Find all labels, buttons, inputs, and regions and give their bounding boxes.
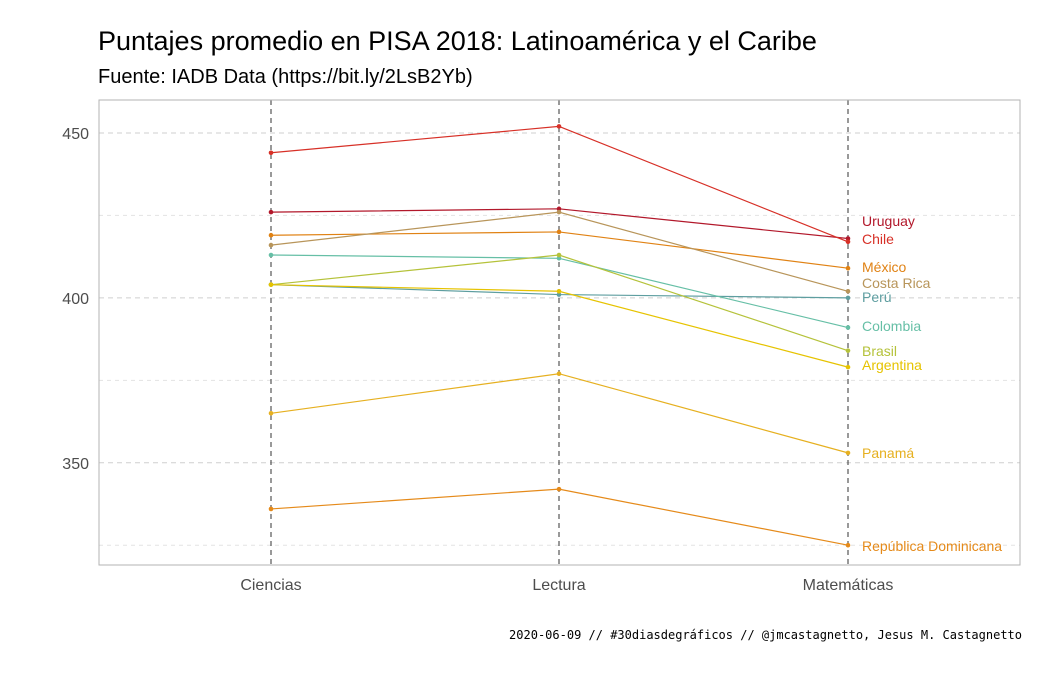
data-point [556,371,562,377]
data-point [268,209,274,215]
data-point [556,209,562,215]
data-point [268,506,274,512]
series-label: Perú [862,289,892,305]
data-point [556,252,562,258]
data-point [845,325,851,330]
data-point [845,239,851,245]
x-tick-label: Matemáticas [803,577,894,594]
data-point [556,229,562,235]
data-point [556,486,562,492]
chart-title: Puntajes promedio en PISA 2018: Latinoam… [98,26,817,56]
data-point [845,348,851,353]
data-point [845,450,851,456]
chart-caption: 2020-06-09 // #30diasdegráficos // @jmca… [509,628,1022,642]
series-label: México [862,259,907,275]
data-point [845,364,851,370]
series-label: Brasil [862,343,897,359]
series-label: Chile [862,231,894,247]
data-point [845,295,851,301]
data-point [556,255,562,261]
series-label: Argentina [862,357,922,373]
series-label: Uruguay [862,213,915,229]
data-point [268,282,274,287]
data-point [268,232,274,238]
data-point [268,150,274,156]
data-point [556,124,562,129]
data-point [556,206,562,212]
y-tick-label: 350 [62,456,89,473]
series-label: Panamá [862,445,914,461]
chart-subtitle: Fuente: IADB Data (https://bit.ly/2LsB2Y… [98,66,473,88]
x-tick-label: Ciencias [240,577,301,594]
panel-border [98,99,1021,566]
data-point [845,542,851,548]
data-point [268,252,274,258]
data-point [845,265,851,271]
series-layer [268,124,851,548]
data-point [556,288,562,294]
y-tick-label: 450 [62,126,89,143]
x-tick-label: Lectura [532,577,585,594]
series-line [270,373,849,454]
series-line [270,211,849,292]
data-point [845,236,851,241]
category-guides [270,100,849,565]
data-point [268,410,274,416]
data-point [268,242,274,248]
axis-labels: 350 400 450 Ciencias Lectura Matemáticas [62,126,893,594]
data-point [556,292,562,297]
series-label: Costa Rica [862,275,931,291]
data-point [845,288,851,294]
series-label: Colombia [862,318,921,334]
series-label: República Dominicana [862,538,1002,554]
y-tick-label: 400 [62,291,89,308]
